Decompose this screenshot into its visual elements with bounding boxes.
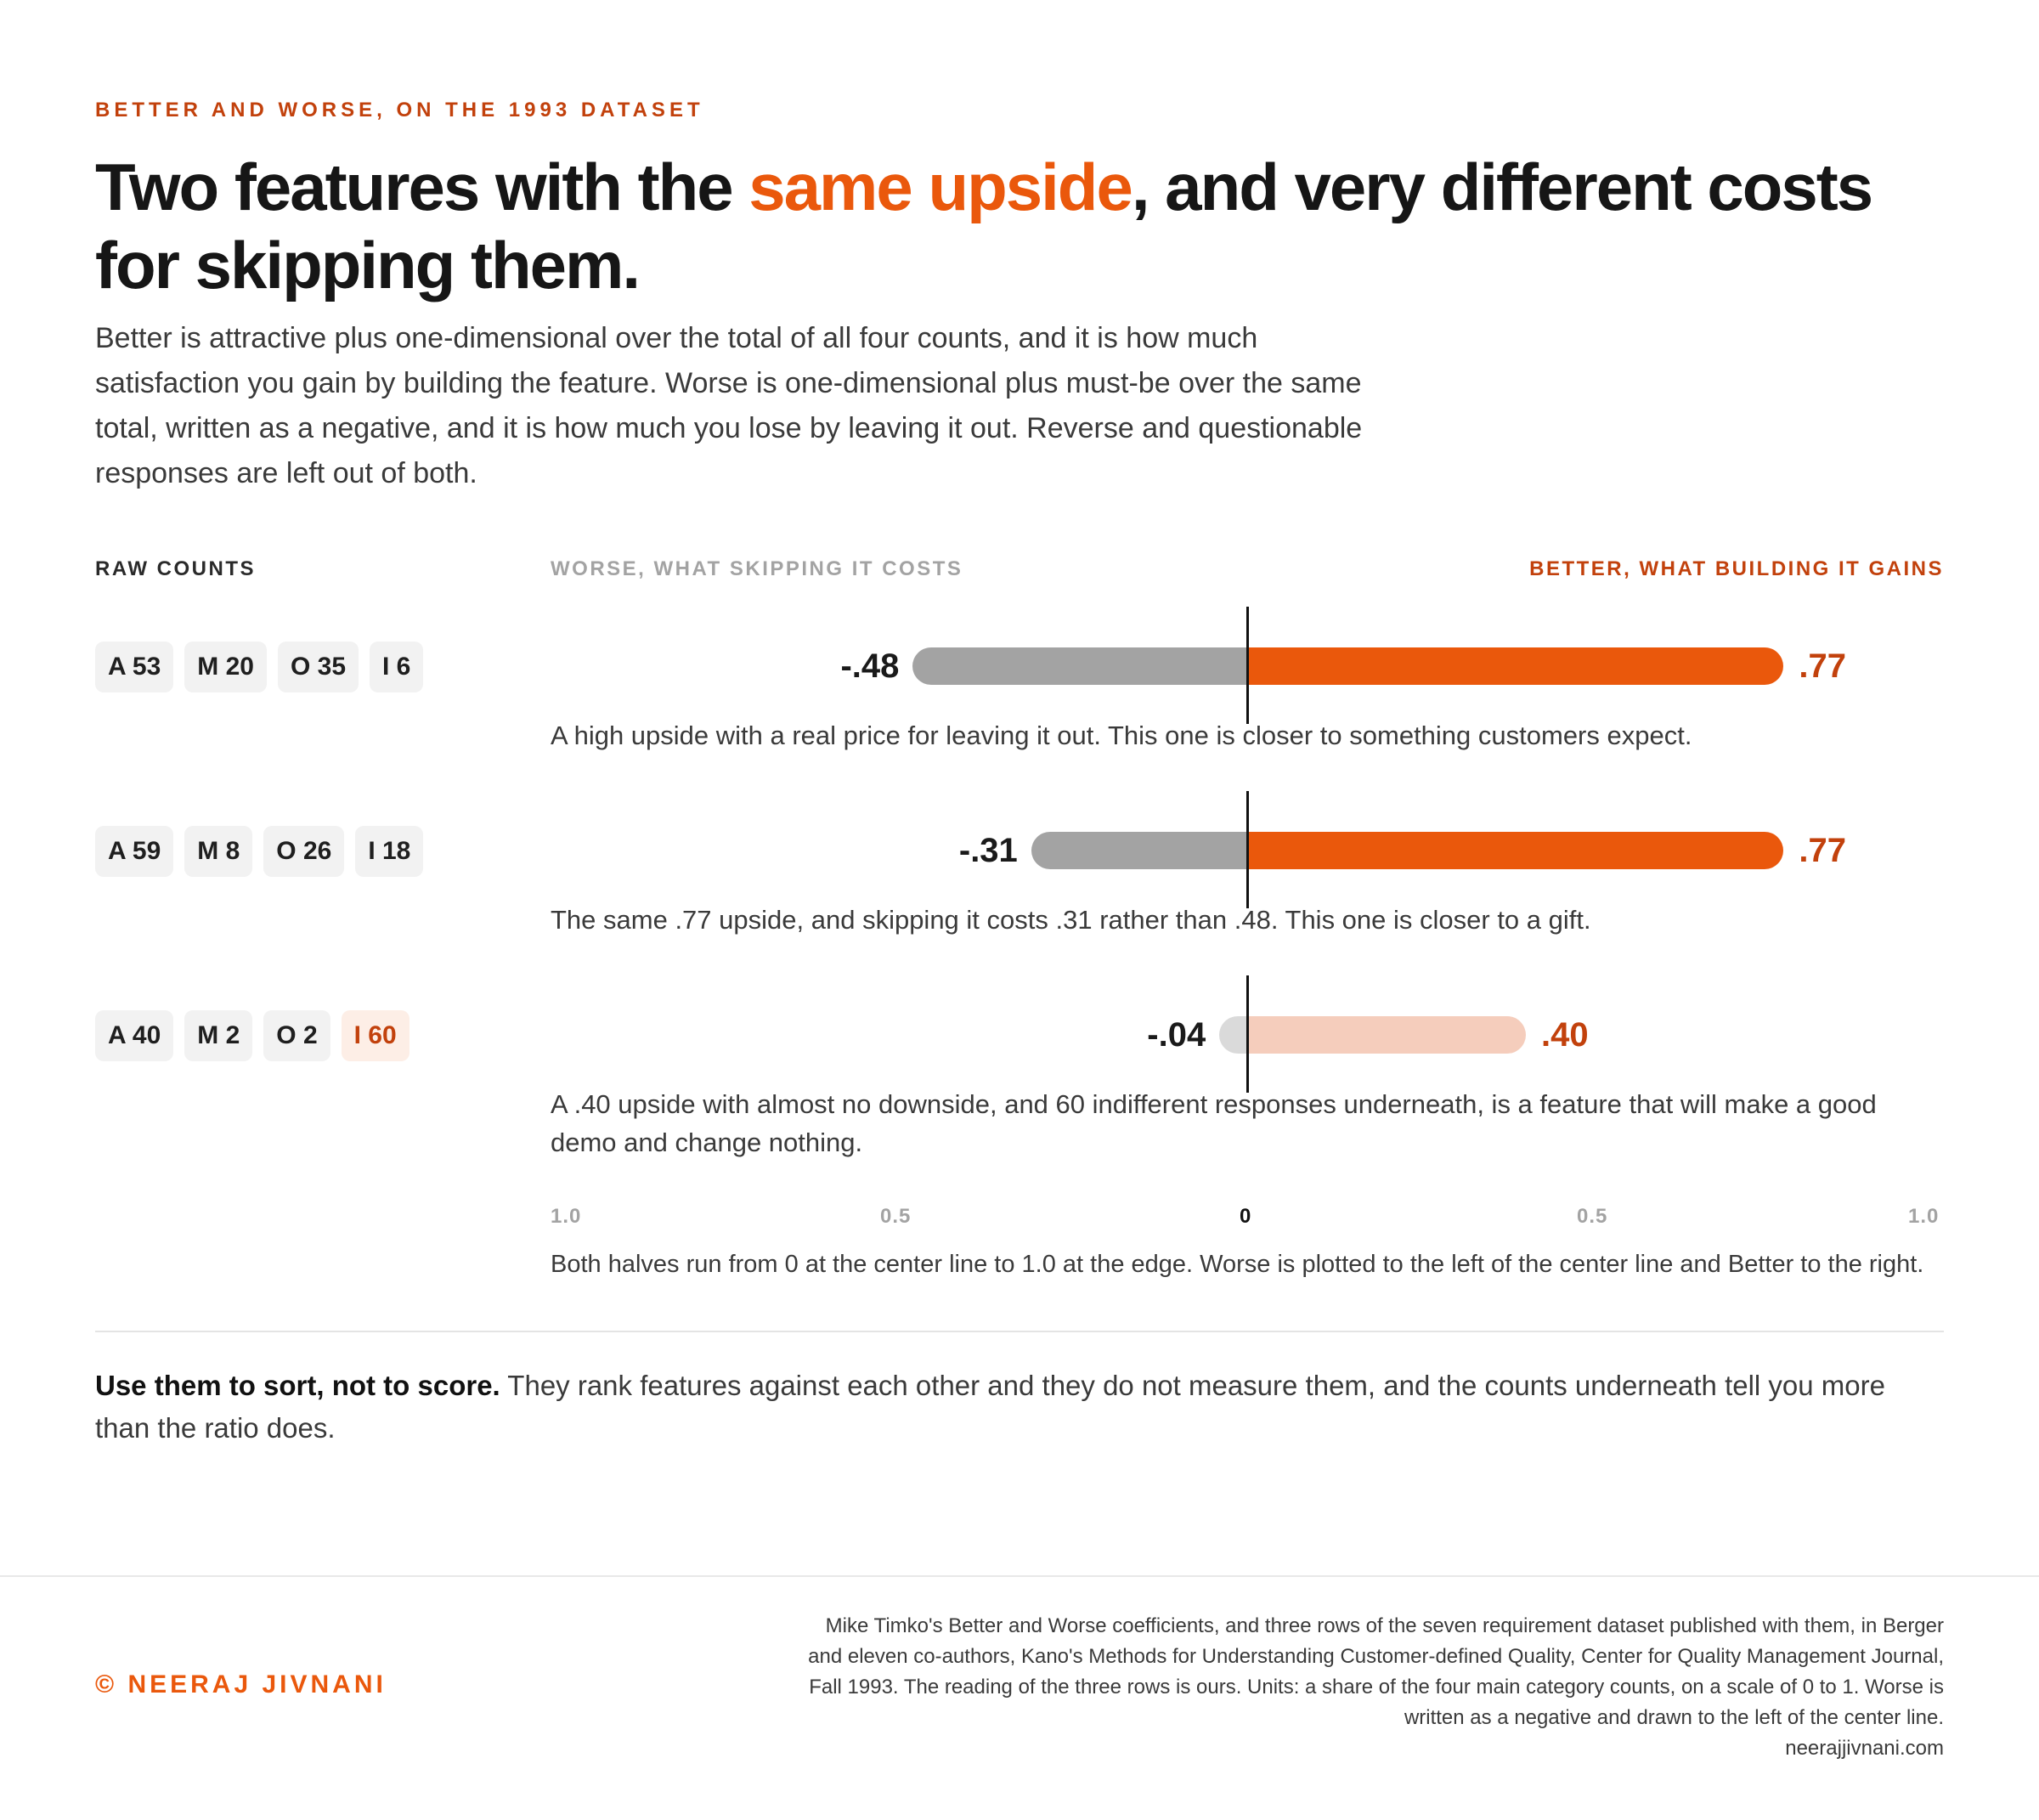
better-value-label: .77 [1799, 832, 1846, 869]
count-chip: I 60 [341, 1010, 409, 1061]
source-text: Mike Timko's Better and Worse coefficien… [808, 1614, 1944, 1729]
count-chip: O 35 [277, 642, 359, 692]
center-line [1246, 607, 1249, 724]
worse-heading: WORSE, WHAT SKIPPING IT COSTS [551, 557, 963, 580]
source-note: Mike Timko's Better and Worse coefficien… [788, 1611, 1944, 1764]
axis-note: Both halves run from 0 at the center lin… [551, 1251, 1924, 1278]
tick-label-better-0-5: 0.5 [1577, 1205, 1608, 1228]
footer-divider [0, 1575, 2039, 1577]
title-part-1: Two features with the [95, 150, 749, 224]
site-link[interactable]: neerajjivnani.com [1785, 1737, 1944, 1760]
center-line [1246, 975, 1249, 1093]
title-highlight: same upside [748, 150, 1133, 224]
tick-label-worse-1: 1.0 [551, 1205, 582, 1228]
count-chip: O 2 [263, 1010, 330, 1061]
tick-label-better-1: 1.0 [1908, 1205, 1940, 1228]
better-value-label: .40 [1541, 1016, 1589, 1054]
tick-label-zero: 0 [1240, 1205, 1252, 1228]
row-note: The same .77 upside, and skipping it cos… [551, 905, 1591, 935]
better-value-label: .77 [1799, 647, 1846, 685]
count-chip: I 18 [355, 826, 424, 877]
raw-counts-heading: RAW COUNTS [95, 557, 256, 580]
worse-bar [1031, 832, 1266, 869]
count-chip: M 20 [184, 642, 267, 692]
count-chip: M 8 [184, 826, 253, 877]
count-chip: I 6 [370, 642, 424, 692]
row-note: A high upside with a real price for leav… [551, 721, 1692, 750]
credit: © NEERAJ JIVNANI [95, 1670, 387, 1698]
better-bar [1247, 647, 1784, 685]
better-bar [1247, 832, 1784, 869]
count-chip: A 59 [95, 826, 174, 877]
worse-bar [912, 647, 1266, 685]
takeaway-text: They rank features against each other an… [95, 1370, 1885, 1444]
page-title: Two features with the same upside, and v… [95, 148, 1964, 304]
section-divider [95, 1331, 1944, 1332]
count-chip: O 26 [263, 826, 345, 877]
takeaway: Use them to sort, not to score. They ran… [95, 1365, 1947, 1450]
intro-paragraph: Better is attractive plus one-dimensiona… [95, 322, 1363, 489]
worse-value-label: -.31 [958, 832, 1018, 869]
row-note: A .40 upside with almost no downside, an… [551, 1089, 1877, 1157]
takeaway-bold: Use them to sort, not to score. [95, 1370, 500, 1401]
better-bar [1247, 1016, 1526, 1054]
center-line [1246, 791, 1249, 908]
tick-label-worse-0-5: 0.5 [880, 1205, 912, 1228]
count-chip: A 40 [95, 1010, 174, 1061]
worse-value-label: -.48 [840, 647, 900, 685]
title-part-2: , and very different costs for skipping … [95, 150, 1873, 302]
raw-counts-row-1: A 53 M 20 O 35 I 6 [95, 642, 434, 692]
count-chip: A 53 [95, 642, 174, 692]
worse-value-label: -.04 [1147, 1016, 1206, 1054]
better-heading: BETTER, WHAT BUILDING IT GAINS [1529, 557, 1944, 580]
count-chip: M 2 [184, 1010, 253, 1061]
eyebrow: BETTER AND WORSE, ON THE 1993 DATASET [95, 99, 704, 122]
